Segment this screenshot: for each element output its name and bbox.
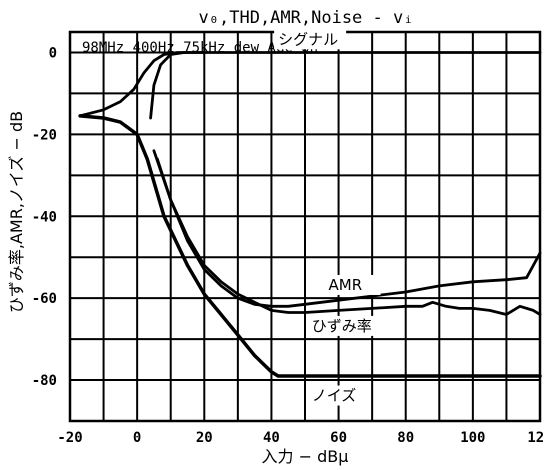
x-tick-label: 100 — [460, 430, 485, 446]
signal-label-bg — [274, 29, 347, 50]
amr-label-bg — [324, 274, 381, 295]
y-axis-label: ひずみ率,AMR,ノイズ − dB — [7, 111, 26, 313]
y-tick-label: -60 — [32, 291, 57, 307]
y-tick-label: 0 — [49, 45, 57, 61]
amr-label: AMR — [329, 276, 363, 294]
signal-curve — [78, 51, 542, 118]
x-tick-label: 40 — [263, 430, 280, 446]
chart-title: v₀,THD,AMR,Noise - vᵢ — [199, 8, 414, 28]
noise-label-bg — [307, 385, 364, 406]
amr-curve — [155, 157, 542, 308]
x-tick-label: 60 — [330, 430, 347, 446]
x-tick-label: -20 — [57, 430, 82, 446]
signal-curve — [149, 51, 206, 120]
y-tick-label: -80 — [32, 373, 57, 389]
distortion-label-bg — [307, 315, 380, 336]
x-tick-label: 20 — [196, 430, 213, 446]
x-tick-label: 80 — [397, 430, 414, 446]
noise-label: ノイズ — [312, 387, 357, 405]
x-tick-label: 0 — [133, 430, 141, 446]
distortion-curve — [152, 149, 542, 316]
x-tick-label: 120 — [527, 430, 544, 446]
x-axis-label: 入力 − dBμ — [262, 447, 349, 466]
y-tick-label: -40 — [32, 209, 57, 225]
signal-label: シグナル — [278, 30, 338, 48]
noise-curve — [78, 114, 542, 378]
y-tick-label: -20 — [32, 127, 57, 143]
distortion-label: ひずみ率 — [312, 317, 372, 335]
